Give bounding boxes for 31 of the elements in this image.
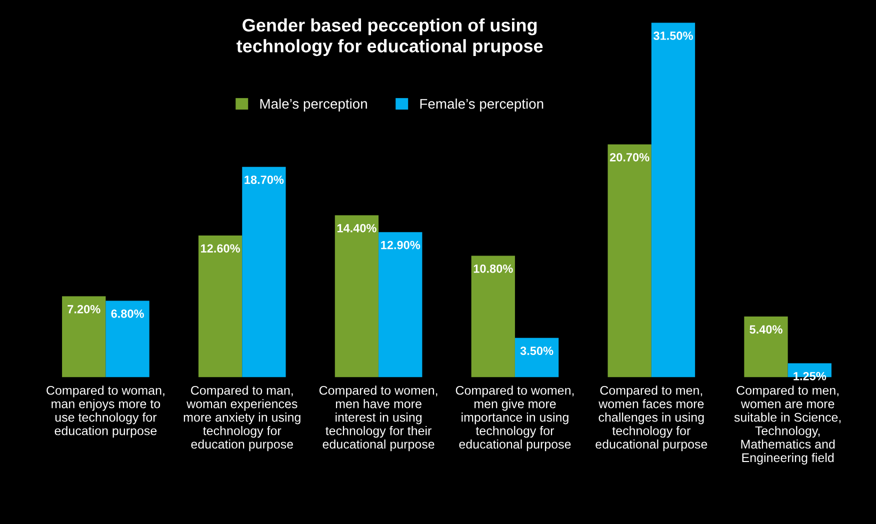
data-label: 3.50% — [520, 346, 554, 356]
chart-title: Gender based pecception of using technology for educational prupose — [236, 18, 543, 56]
x-tick-label: Compared to women, men have more interest in using technology for their educational purpose — [319, 386, 438, 452]
x-tick-label: Compared to woman, man enjoys more to use technology for education purpose — [46, 386, 164, 438]
x-tick-label: Compared to women, men give more importance in using technology for educational purpose — [456, 386, 574, 452]
data-label: 14.40% — [337, 224, 376, 232]
data-label: 10.80% — [474, 264, 513, 273]
bar — [378, 232, 422, 378]
bar — [198, 235, 242, 378]
data-label: 6.80% — [111, 310, 144, 318]
data-label: 7.20% — [68, 305, 100, 314]
data-label: 12.90% — [381, 240, 420, 250]
bar — [744, 316, 788, 378]
x-tick-label: Compared to men, women faces more challenges in using technology for educational purpose — [596, 386, 708, 452]
legend-label: Female’s perception — [420, 98, 544, 112]
data-label: 5.40% — [750, 325, 782, 334]
x-tick-label: Compared to men, women are more suitable in Science, Technology, Mathematics and Engineering field — [734, 386, 841, 465]
bar — [242, 166, 286, 378]
bar — [651, 22, 696, 378]
data-label: 31.50% — [653, 32, 693, 40]
legend-label: Male’s perception — [260, 98, 367, 112]
bar — [62, 296, 106, 378]
bar — [514, 338, 559, 378]
data-label: 20.70% — [610, 153, 650, 162]
bar — [334, 215, 379, 378]
bar — [106, 300, 150, 378]
data-label: 12.60% — [201, 244, 240, 253]
x-tick-label: Compared to man, woman experiences more anxiety in using technology for education purpose — [184, 386, 300, 452]
bar — [608, 144, 652, 378]
data-label: 18.70% — [244, 176, 284, 184]
bar — [471, 256, 515, 378]
